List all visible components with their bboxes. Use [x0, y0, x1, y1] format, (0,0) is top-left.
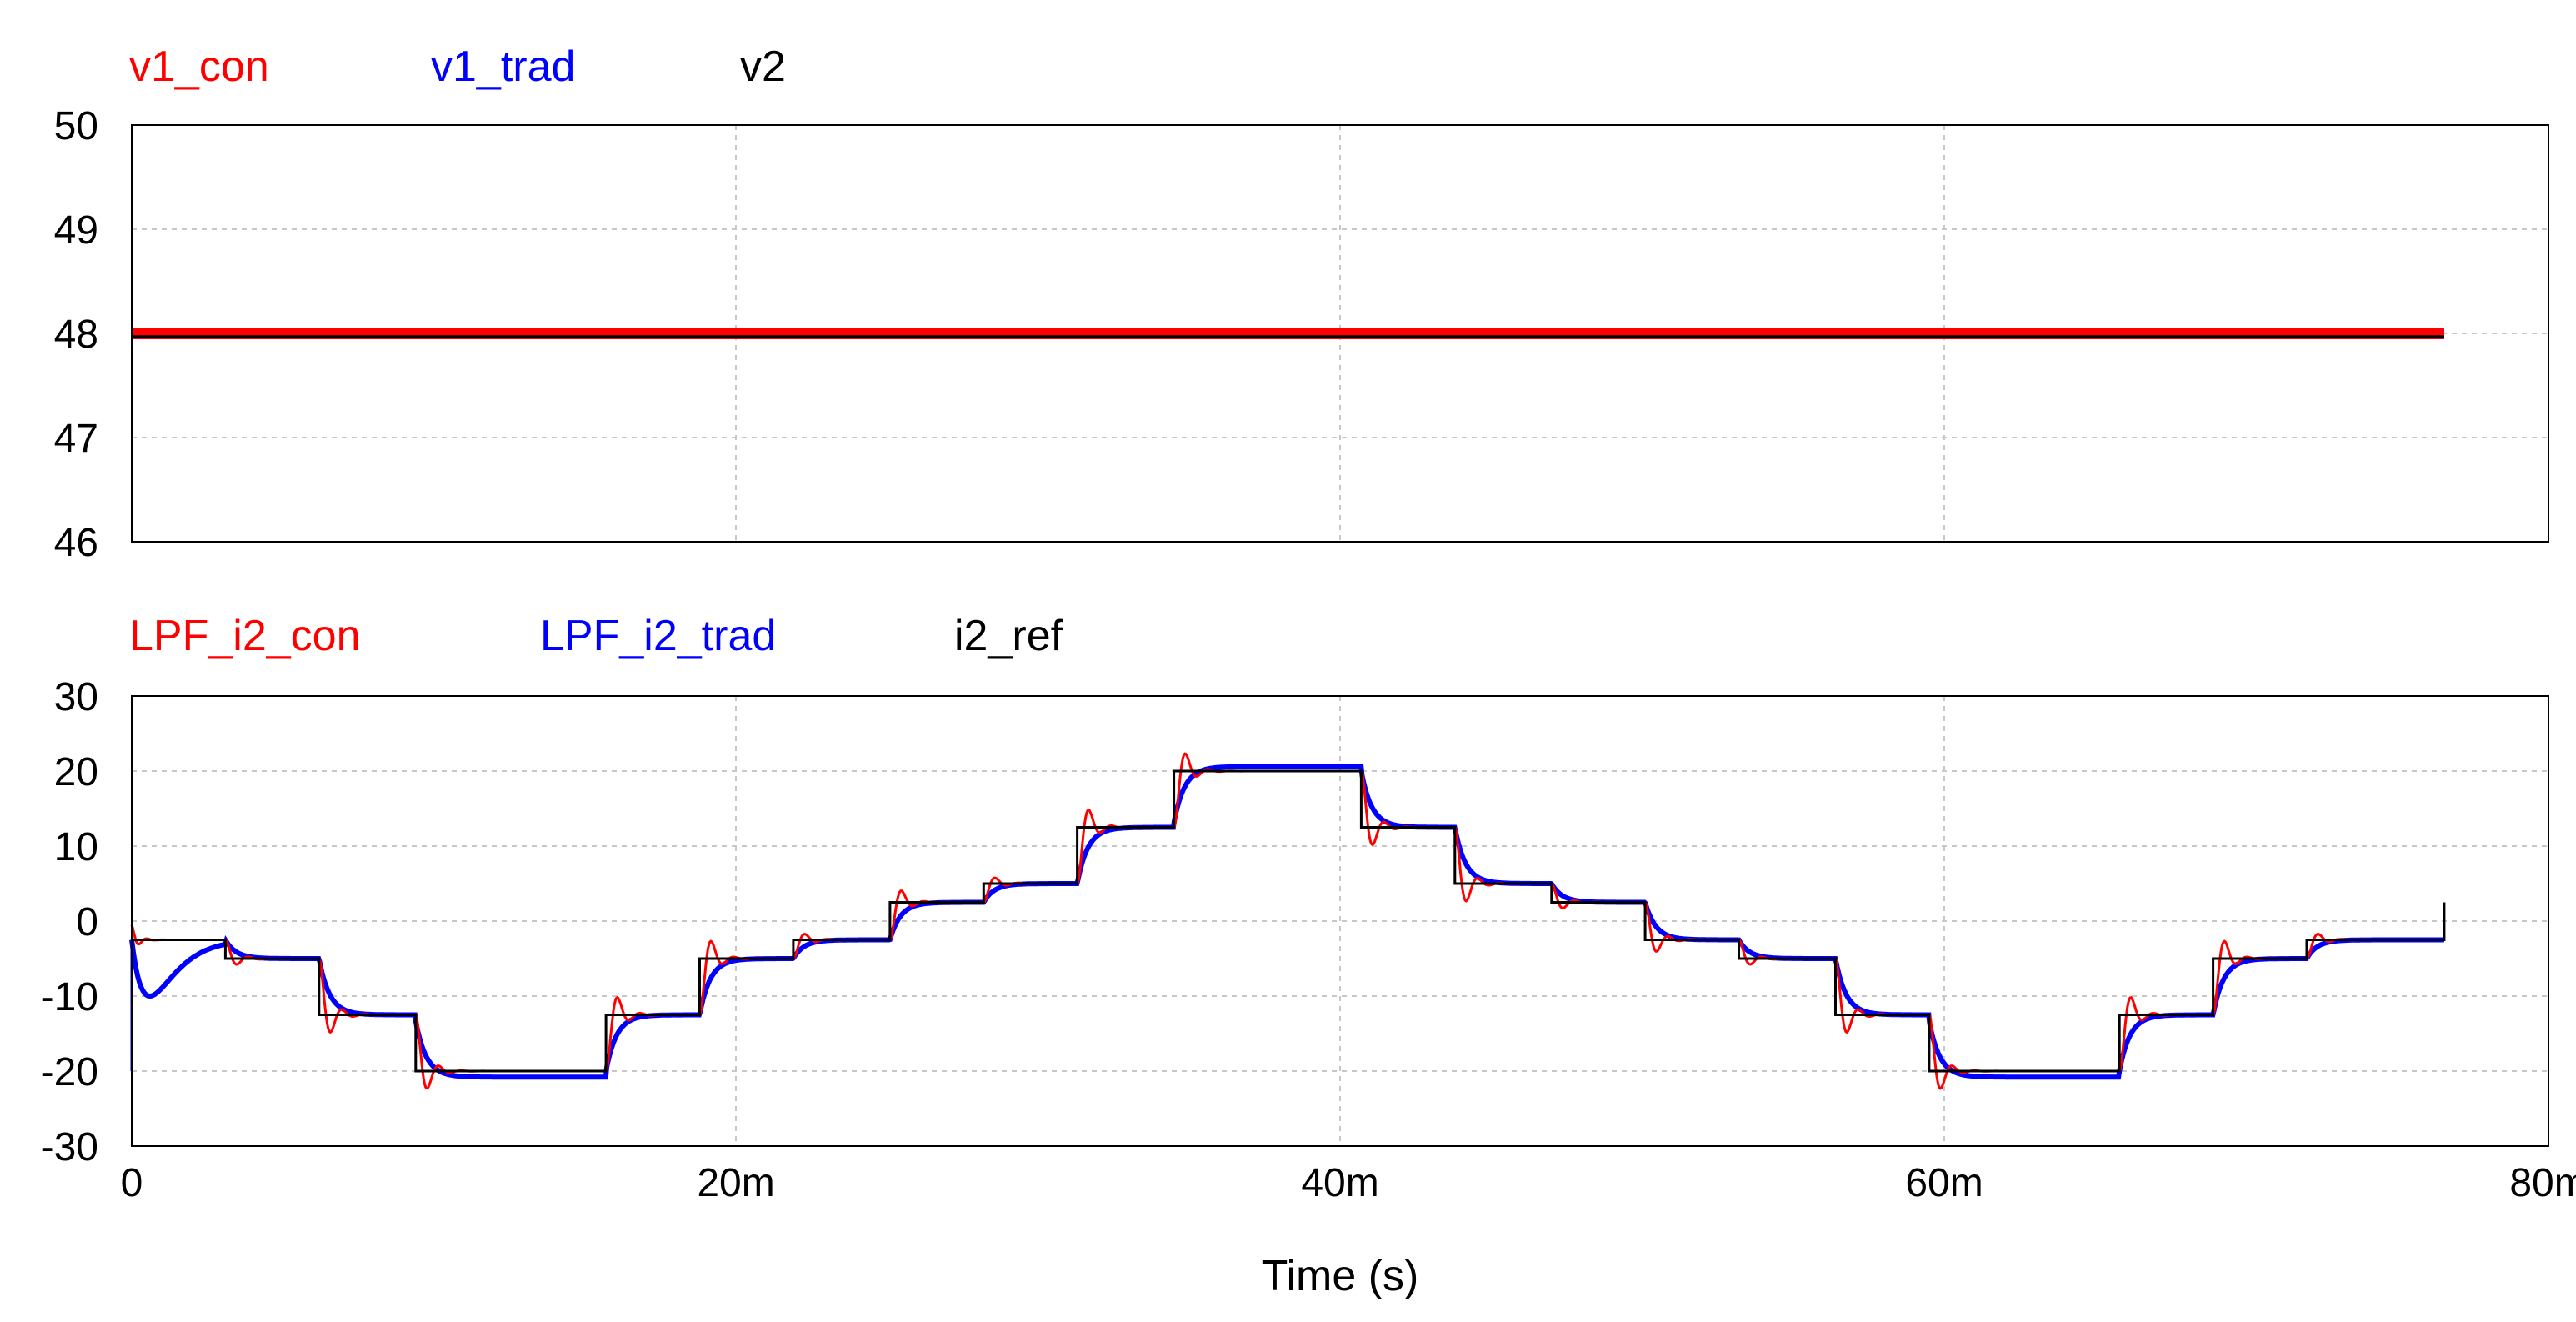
legend-v2: v2 [740, 43, 786, 91]
legend-lpf-i2-trad: LPF_i2_trad [540, 612, 776, 660]
top-plot-frame [131, 124, 2549, 543]
y-tick-label: 20 [54, 750, 98, 794]
y-tick-label: 48 [54, 313, 98, 357]
x-tick-label: 80m [2509, 1161, 2576, 1205]
y-tick-label: 0 [76, 900, 98, 944]
y-tick-label: 50 [54, 104, 98, 148]
y-tick-label: -30 [41, 1125, 98, 1169]
voltage-panel: v1_con v1_trad v2 50 49 48 47 46 [54, 43, 2549, 565]
bottom-plot-frame [131, 695, 2549, 1147]
top-series-group [132, 328, 2444, 339]
y-tick-label: 46 [54, 521, 98, 565]
bottom-y-tick-labels: 30 20 10 0 -10 -20 -30 [41, 675, 98, 1169]
series-lpf-i2-trad [129, 764, 2444, 1080]
y-tick-label: 49 [54, 208, 98, 253]
x-tick-label: 40m [1301, 1161, 1378, 1205]
legend-v1-trad: v1_trad [431, 43, 575, 91]
current-panel: LPF_i2_con LPF_i2_trad i2_ref 30 20 10 0 -10… [41, 612, 2576, 1300]
series-lpf-i2-con [130, 752, 2444, 1090]
legend-i2-ref: i2_ref [954, 612, 1063, 660]
y-tick-label: -10 [41, 975, 98, 1019]
y-tick-label: 47 [54, 417, 98, 461]
top-y-tick-labels: 50 49 48 47 46 [54, 104, 98, 565]
y-tick-label: 10 [54, 825, 98, 869]
legend-v1-con: v1_con [129, 43, 269, 91]
x-tick-label: 20m [697, 1161, 774, 1205]
legend-lpf-i2-con: LPF_i2_con [129, 612, 361, 660]
x-tick-label: 60m [1905, 1161, 1983, 1205]
y-tick-label: 30 [54, 675, 98, 719]
x-tick-labels: 0 20m 40m 60m 80m [121, 1161, 2576, 1205]
x-axis-title: Time (s) [1262, 1252, 1419, 1300]
series-i2-ref [132, 769, 2446, 1073]
x-tick-label: 0 [121, 1161, 143, 1205]
bottom-series-group [129, 752, 2446, 1090]
y-tick-label: -20 [41, 1050, 98, 1094]
